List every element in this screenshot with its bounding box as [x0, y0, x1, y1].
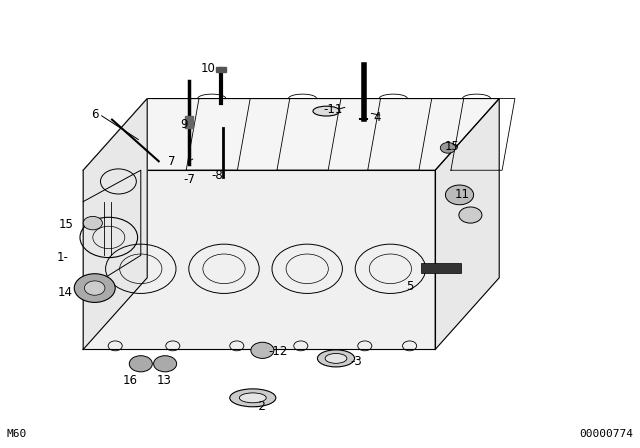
Text: 13: 13 — [157, 374, 172, 388]
Circle shape — [83, 216, 102, 230]
Text: 7: 7 — [168, 155, 175, 168]
Text: 5: 5 — [406, 280, 414, 293]
Text: 1-: 1- — [56, 251, 68, 264]
Text: 15: 15 — [59, 217, 74, 231]
Ellipse shape — [325, 353, 347, 363]
Polygon shape — [83, 99, 147, 349]
Text: 00000774: 00000774 — [580, 429, 634, 439]
Ellipse shape — [230, 389, 276, 407]
Bar — [421, 263, 461, 273]
Circle shape — [154, 356, 177, 372]
Text: 9: 9 — [180, 118, 188, 131]
Ellipse shape — [317, 350, 355, 367]
Circle shape — [251, 342, 274, 358]
Text: -3: -3 — [350, 355, 362, 368]
Text: 10: 10 — [201, 61, 216, 75]
Circle shape — [440, 142, 456, 153]
Text: 15: 15 — [445, 140, 460, 153]
Text: -8: -8 — [211, 169, 223, 182]
Text: -7: -7 — [183, 172, 195, 186]
Text: 11: 11 — [454, 188, 469, 202]
Text: 4: 4 — [373, 111, 381, 124]
Circle shape — [445, 185, 474, 205]
Circle shape — [84, 281, 105, 295]
Bar — [185, 116, 193, 128]
Bar — [216, 67, 226, 72]
Polygon shape — [435, 99, 499, 349]
Text: -11: -11 — [323, 103, 342, 116]
Circle shape — [459, 207, 482, 223]
Text: 16: 16 — [123, 374, 138, 388]
Text: M60: M60 — [6, 429, 27, 439]
Circle shape — [129, 356, 152, 372]
Text: -12: -12 — [269, 345, 288, 358]
Ellipse shape — [313, 106, 340, 116]
Polygon shape — [83, 170, 435, 349]
Text: 14: 14 — [58, 285, 72, 299]
Text: -2: -2 — [255, 400, 267, 413]
Circle shape — [74, 274, 115, 302]
Polygon shape — [83, 99, 499, 170]
Ellipse shape — [239, 393, 266, 403]
Text: 6: 6 — [92, 108, 99, 121]
